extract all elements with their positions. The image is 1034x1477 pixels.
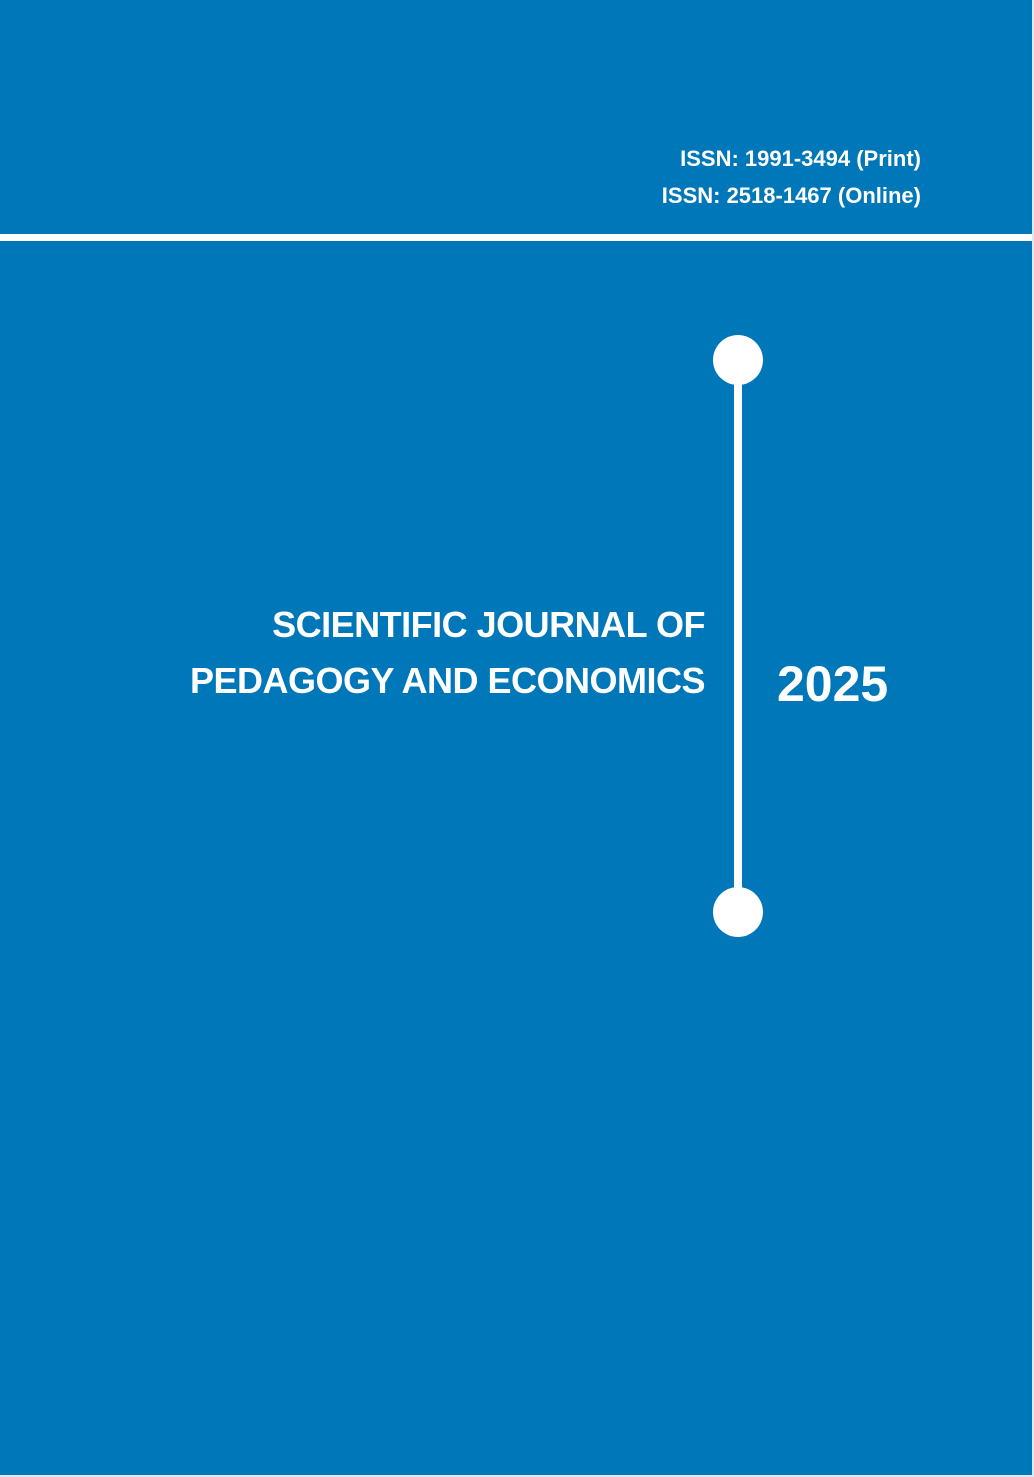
- top-circle-marker: [713, 335, 763, 385]
- issn-print: ISSN: 1991-3494 (Print): [680, 146, 921, 171]
- bottom-circle-marker: [713, 887, 763, 937]
- journal-title-line1: SCIENTIFIC JOURNAL OF: [272, 604, 705, 645]
- journal-title-line2: PEDAGOGY AND ECONOMICS: [189, 660, 706, 701]
- vertical-divider: [734, 360, 742, 912]
- issn-online: ISSN: 2518-1467 (Online): [661, 183, 921, 208]
- publication-year: 2025: [777, 656, 889, 712]
- header-divider: [0, 234, 1032, 241]
